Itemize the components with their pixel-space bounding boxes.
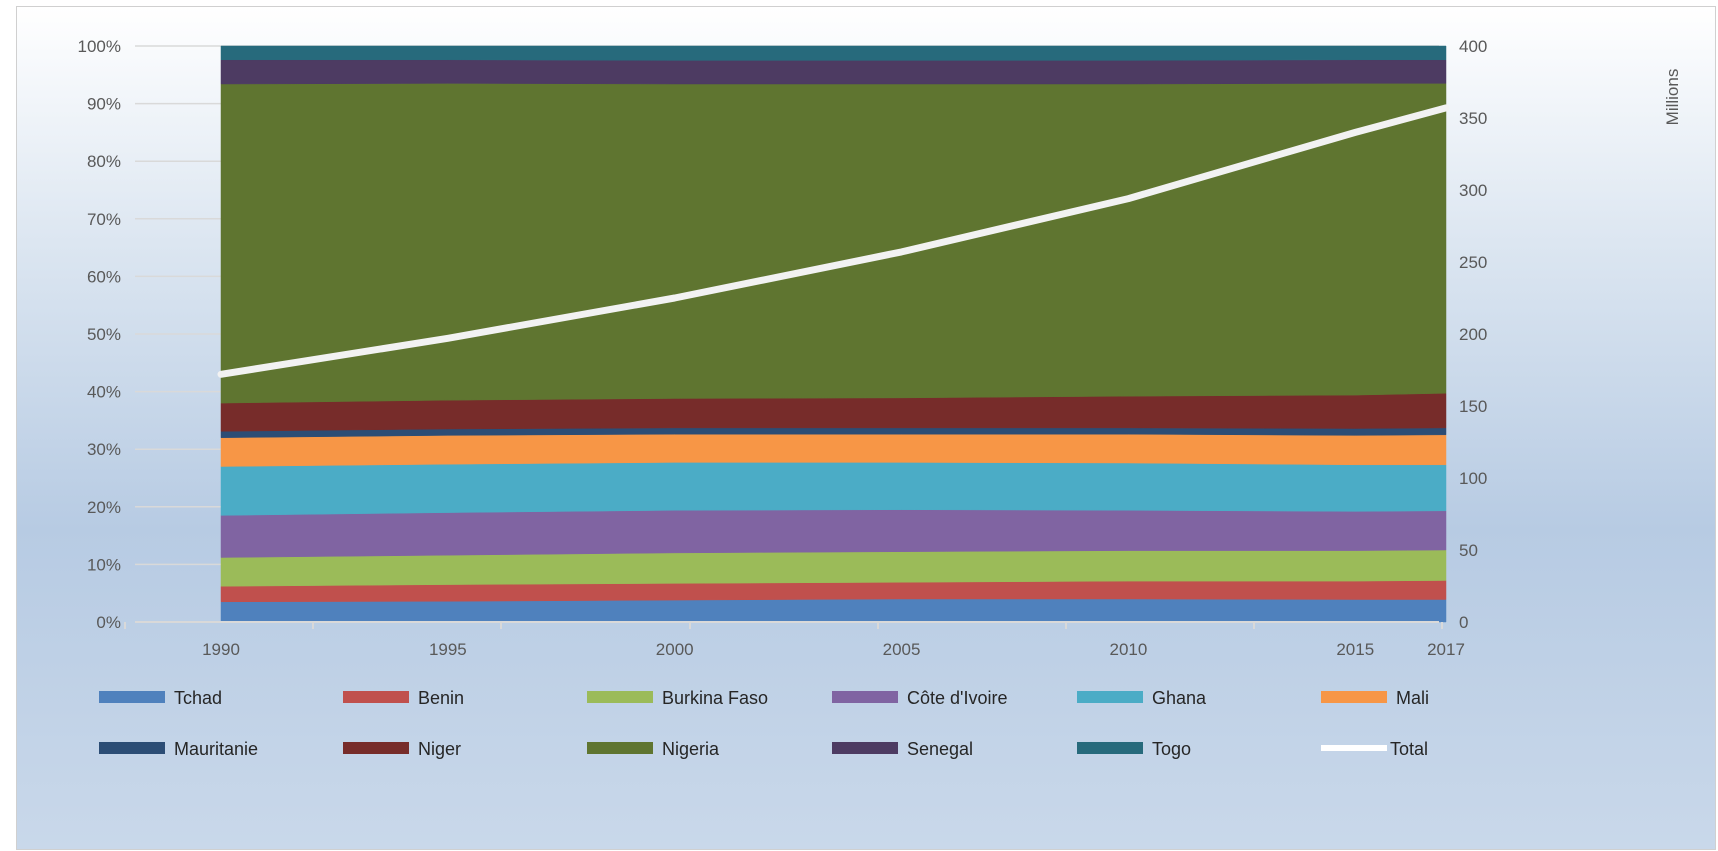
area-c-te-d-ivoire — [220, 509, 1447, 558]
legend-swatch — [99, 691, 165, 703]
legend-label: Ghana — [1152, 688, 1207, 708]
area-togo — [220, 45, 1447, 61]
area-tchad — [220, 598, 1447, 623]
legend-swatch — [1077, 742, 1143, 754]
x-tick-label: 2000 — [656, 640, 694, 659]
legend-swatch — [832, 742, 898, 754]
y-tick-label: 80% — [87, 152, 121, 171]
y-tick-label: 100% — [78, 37, 121, 56]
legend-label: Niger — [418, 739, 461, 759]
legend-item-togo: Togo — [1077, 739, 1191, 759]
legend-item-mali: Mali — [1321, 688, 1429, 708]
y-tick-label: 0% — [96, 613, 121, 632]
legend-item-total: Total — [1321, 739, 1428, 759]
legend-label: Tchad — [174, 688, 222, 708]
area-nigeria — [220, 83, 1447, 404]
secondary-y-tick-label: 0 — [1459, 613, 1468, 632]
legend-swatch — [832, 691, 898, 703]
legend-item-niger: Niger — [343, 739, 461, 759]
legend-label: Senegal — [907, 739, 973, 759]
secondary-axis-title: Millions — [1663, 69, 1682, 126]
secondary-y-tick-label: 400 — [1459, 37, 1487, 56]
legend-item-nigeria: Nigeria — [587, 739, 720, 759]
area-series — [220, 45, 1447, 623]
x-tick-label: 2005 — [883, 640, 921, 659]
legend-swatch — [587, 691, 653, 703]
legend-item-c-te-d-ivoire: Côte d'Ivoire — [832, 688, 1008, 708]
area-ghana — [220, 462, 1447, 516]
legend-label: Togo — [1152, 739, 1191, 759]
legend-swatch — [587, 742, 653, 754]
y-tick-label: 40% — [87, 383, 121, 402]
y-tick-label: 70% — [87, 210, 121, 229]
x-tick-label: 2015 — [1336, 640, 1374, 659]
chart-frame: 0% 10% 20% 30% 40% 50% 60% 70% 80% 90% 100% 0 50 100… — [16, 6, 1716, 850]
secondary-y-tick-label: 250 — [1459, 253, 1487, 272]
y-tick-label: 30% — [87, 440, 121, 459]
legend: Tchad Benin Burkina Faso Côte d'Ivoire Ghana… — [99, 688, 1429, 759]
legend-item-senegal: Senegal — [832, 739, 973, 759]
area-senegal — [220, 59, 1447, 85]
total-line-layer — [217, 104, 1450, 378]
legend-label: Nigeria — [662, 739, 720, 759]
legend-item-mauritanie: Mauritanie — [99, 739, 258, 759]
y-tick-label: 10% — [87, 555, 121, 574]
secondary-y-tick-label: 300 — [1459, 181, 1487, 200]
secondary-y-tick-label: 350 — [1459, 109, 1487, 128]
secondary-y-tick-label: 100 — [1459, 469, 1487, 488]
legend-item-tchad: Tchad — [99, 688, 222, 708]
stacked-area-chart: 0% 10% 20% 30% 40% 50% 60% 70% 80% 90% 100% 0 50 100… — [78, 37, 1682, 759]
legend-label: Burkina Faso — [662, 688, 768, 708]
area-mali — [220, 433, 1447, 467]
left-axis-tick-labels: 0% 10% 20% 30% 40% 50% 60% 70% 80% 90% 100% — [78, 37, 121, 632]
legend-label: Mauritanie — [174, 739, 258, 759]
legend-swatch — [1321, 691, 1387, 703]
legend-label: Benin — [418, 688, 464, 708]
legend-label: Côte d'Ivoire — [907, 688, 1008, 708]
x-axis-tick-labels: 1990 1995 2000 2005 2010 2015 2017 — [202, 640, 1465, 659]
x-tick-label: 2017 — [1427, 640, 1465, 659]
legend-swatch — [99, 742, 165, 754]
y-tick-label: 20% — [87, 498, 121, 517]
secondary-y-tick-label: 150 — [1459, 397, 1487, 416]
legend-item-ghana: Ghana — [1077, 688, 1207, 708]
legend-label: Mali — [1396, 688, 1429, 708]
y-tick-label: 50% — [87, 325, 121, 344]
secondary-y-tick-label: 200 — [1459, 325, 1487, 344]
x-tick-label: 1990 — [202, 640, 240, 659]
total-line — [217, 104, 1450, 378]
x-tick-label: 2010 — [1109, 640, 1147, 659]
legend-label: Total — [1390, 739, 1428, 759]
legend-item-burkina-faso: Burkina Faso — [587, 688, 768, 708]
x-tick-label: 1995 — [429, 640, 467, 659]
secondary-y-tick-label: 50 — [1459, 541, 1478, 560]
right-axis-tick-labels: 0 50 100 150 200 250 300 350 400 — [1459, 37, 1487, 632]
legend-swatch — [343, 691, 409, 703]
y-tick-label: 60% — [87, 267, 121, 286]
legend-swatch — [1077, 691, 1143, 703]
legend-item-benin: Benin — [343, 688, 464, 708]
y-tick-label: 90% — [87, 95, 121, 114]
legend-swatch — [343, 742, 409, 754]
axes — [124, 621, 1443, 629]
